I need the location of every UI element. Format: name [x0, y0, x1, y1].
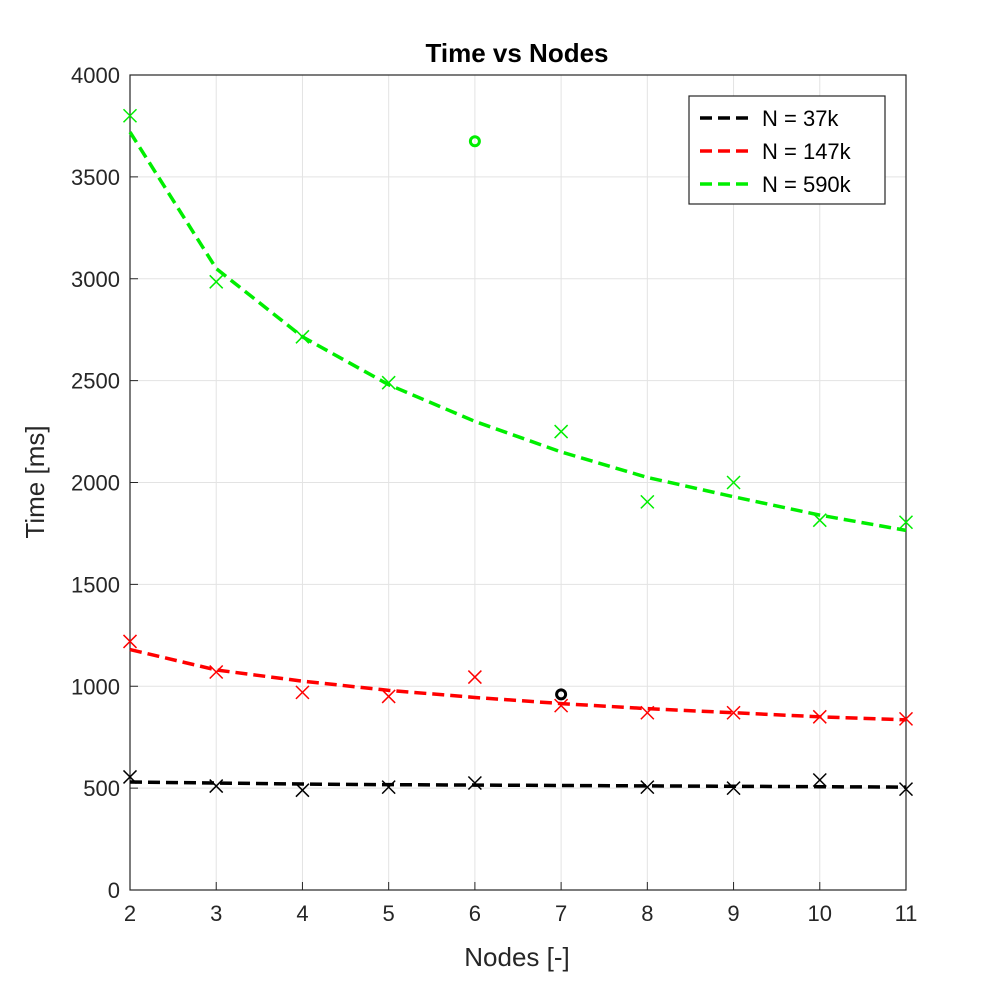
data-point-147k: [381, 689, 396, 704]
data-point-590k: [726, 475, 741, 490]
x-tick-label: 6: [469, 901, 481, 926]
y-tick-label: 1000: [71, 674, 120, 699]
data-point-590k: [295, 329, 310, 344]
data-point-590k: [812, 513, 827, 528]
legend-label-590k: N = 590k: [762, 172, 852, 197]
fit-line-147k: [129, 647, 907, 722]
data-point-147k: [467, 670, 482, 685]
data-point-590k: [381, 375, 396, 390]
y-axis-label: Time [ms]: [20, 425, 50, 538]
outlier-point-37k: [555, 688, 568, 701]
y-tick-label: 0: [108, 878, 120, 903]
x-tick-label: 3: [210, 901, 222, 926]
data-point-37k: [812, 772, 827, 788]
data-point-37k: [381, 780, 396, 795]
data-point-147k: [898, 711, 914, 726]
y-tick-label: 1500: [71, 572, 120, 597]
y-tick-label: 4000: [71, 63, 120, 88]
x-tick-label: 8: [641, 901, 653, 926]
data-point-37k: [209, 779, 224, 794]
x-tick-label: 4: [296, 901, 308, 926]
data-point-147k: [209, 664, 224, 680]
data-point-147k: [295, 685, 310, 700]
data-point-147k: [122, 634, 138, 649]
fit-line-37k: [129, 780, 907, 789]
legend: N = 37k N = 147k N = 590k: [688, 95, 886, 205]
data-point-37k: [295, 783, 310, 798]
x-tick-label: 11: [895, 901, 918, 926]
data-point-590k: [209, 274, 224, 289]
data-point-37k: [122, 769, 138, 784]
x-tick-label: 7: [555, 901, 567, 926]
chart-title: Time vs Nodes: [425, 38, 608, 68]
y-tick-label: 2000: [71, 471, 120, 496]
ticks: 2 3 4 5 6 7 8 9 10 11 0 500 1000 1500 2000 2500 3000 3500…: [71, 63, 917, 926]
x-tick-label: 10: [808, 901, 832, 926]
x-tick-label: 2: [124, 901, 136, 926]
data-point-590k: [898, 515, 914, 530]
data-point-37k: [726, 781, 741, 796]
y-tick-label: 2500: [71, 369, 120, 394]
x-tick-label: 5: [383, 901, 395, 926]
data-point-37k: [467, 776, 482, 791]
fit-lines: [128, 131, 907, 789]
data-point-147k: [640, 705, 655, 720]
x-tick-label: 9: [727, 901, 739, 926]
x-axis-label: Nodes [-]: [464, 942, 570, 972]
legend-label-147k: N = 147k: [762, 139, 852, 164]
data-point-590k: [554, 424, 569, 439]
data-point-37k: [898, 782, 914, 797]
data-point-590k: [122, 108, 138, 123]
data-point-147k: [554, 698, 569, 713]
y-tick-label: 3500: [71, 165, 120, 190]
data-point-147k: [812, 709, 827, 724]
legend-label-37k: N = 37k: [762, 106, 839, 131]
fit-line-590k: [128, 131, 907, 533]
outlier-point-590k: [468, 135, 481, 148]
y-tick-label: 500: [83, 776, 120, 801]
y-tick-label: 3000: [71, 267, 120, 292]
data-markers: [122, 108, 914, 798]
data-point-147k: [726, 705, 741, 720]
data-point-590k: [640, 494, 655, 509]
data-point-37k: [640, 780, 655, 795]
